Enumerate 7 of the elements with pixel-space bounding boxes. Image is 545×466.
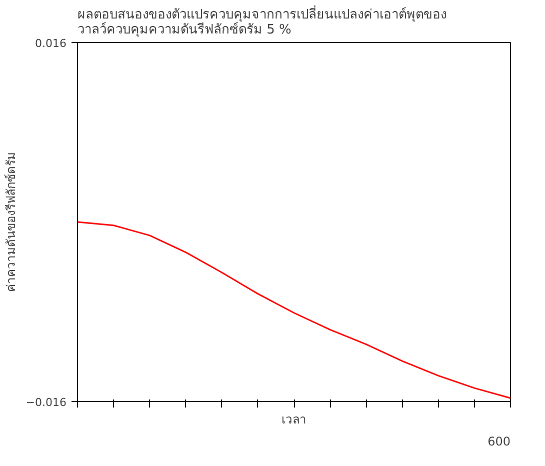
chart-title: ผลตอบสนองของตัวแปรควบคุมจากการเปลี่ยนแปลงค่าเอาต์พุตของ วาลว์ควบคุมความดันรีฟลักซ์ดรัม 5 % [78,6,446,38]
y-axis-title: ค่าความดันของรีฟลักซ์ดรัม [4,152,18,292]
y-tick-label: −0.016 [26,396,67,409]
line-series [78,221,510,399]
x-axis-title: เวลา [282,412,306,426]
y-tick-label: 0.016 [35,37,67,50]
text: 600 [488,434,510,448]
